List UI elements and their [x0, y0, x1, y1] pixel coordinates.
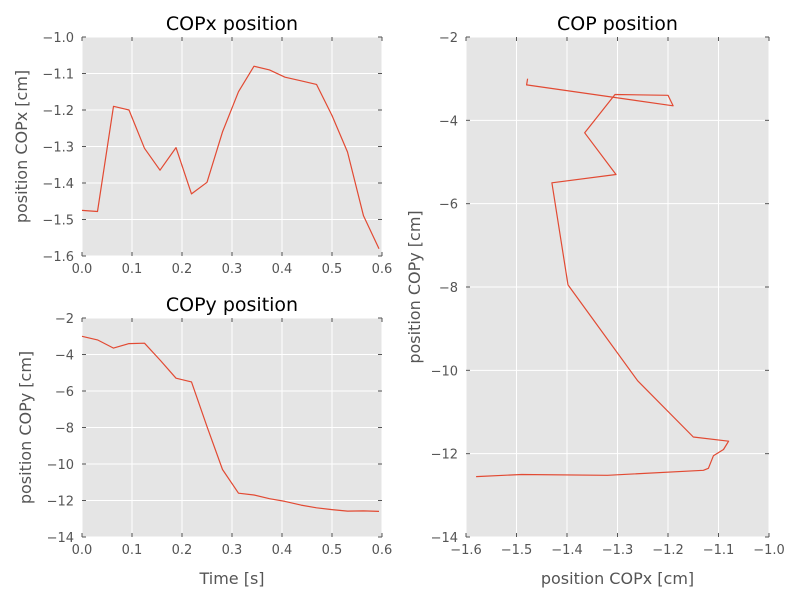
y-tick-label: −1.3 — [42, 141, 74, 156]
x-axis-label-copy: Time [s] — [198, 569, 264, 588]
x-tick-label: 0.4 — [272, 262, 293, 277]
x-tick-label: −1.4 — [551, 543, 583, 558]
series-line — [81, 65, 380, 249]
y-axis-label-copy: position COPy [cm] — [16, 351, 35, 504]
x-tick-label: −1.0 — [753, 543, 785, 558]
y-tick-label: −10 — [47, 458, 74, 473]
series-cop — [476, 78, 730, 478]
y-tick-label: −4 — [439, 114, 458, 129]
x-tick-label: 0.6 — [372, 543, 393, 558]
series-copy — [81, 335, 380, 512]
x-axis-label-cop: position COPx [cm] — [541, 569, 694, 588]
x-tick-label: 0.1 — [122, 543, 143, 558]
xtick-labels-copx: 0.0 0.1 0.2 0.3 0.4 0.5 0.6 — [72, 262, 393, 277]
y-tick-label: −14 — [431, 531, 458, 546]
chart-title-copx: COPx position — [166, 13, 298, 35]
ticks-cop — [465, 36, 770, 538]
x-tick-label: −1.3 — [602, 543, 634, 558]
y-tick-label: −2 — [55, 312, 74, 327]
y-axis-label-cop: position COPy [cm] — [405, 210, 424, 363]
x-tick-label: 0.1 — [122, 262, 143, 277]
chart-title-cop: COP position — [557, 13, 678, 35]
chart-title-copy: COPy position — [166, 294, 298, 316]
x-tick-label: 0.3 — [222, 543, 243, 558]
x-tick-label: 0.6 — [372, 262, 393, 277]
x-tick-label: 0.2 — [172, 262, 193, 277]
y-tick-label: −1.4 — [42, 177, 74, 192]
y-tick-label: −6 — [55, 385, 74, 400]
y-tick-label: −2 — [439, 31, 458, 46]
x-tick-label: −1.6 — [450, 543, 482, 558]
y-tick-label: −12 — [47, 495, 74, 510]
y-tick-label: −12 — [431, 448, 458, 463]
chart-copx: 0.0 0.1 0.2 0.3 0.4 0.5 0.6 −1.6−1.5−1.4−1.3−1… — [12, 13, 392, 277]
ticks-copy — [81, 317, 383, 538]
x-tick-label: 0.0 — [72, 262, 93, 277]
xtick-labels-cop: −1.6 −1.5 −1.4 −1.3 −1.2 −1.1 −1.0 — [450, 543, 785, 558]
ticks-copx — [81, 36, 383, 257]
xtick-labels-copy: 0.0 0.1 0.2 0.3 0.4 0.5 0.6 — [72, 543, 393, 558]
x-tick-label: 0.5 — [322, 543, 343, 558]
x-tick-label: 0.2 — [172, 543, 193, 558]
series-line — [81, 335, 380, 512]
y-tick-label: −8 — [439, 281, 458, 296]
y-tick-label: −1.1 — [42, 68, 74, 83]
chart-cop: −1.6 −1.5 −1.4 −1.3 −1.2 −1.1 −1.0 −14 −12 −10 −8… — [405, 13, 785, 588]
y-tick-label: −1.0 — [42, 31, 74, 46]
ytick-labels-copy: −14 −12 −10 −8 −6 −4 −2 — [47, 312, 74, 546]
series-copx — [81, 65, 380, 249]
x-tick-label: −1.2 — [652, 543, 684, 558]
y-tick-label: −10 — [431, 364, 458, 379]
y-tick-label: −14 — [47, 531, 74, 546]
x-tick-label: 0.3 — [222, 262, 243, 277]
ytick-labels-copx: −1.6 −1.5 −1.4 −1.3 −1.2 −1.1 −1.0 — [42, 31, 74, 265]
y-tick-label: −4 — [55, 349, 74, 364]
x-tick-label: 0.0 — [72, 543, 93, 558]
x-tick-label: −1.5 — [501, 543, 533, 558]
x-tick-label: 0.5 — [322, 262, 343, 277]
y-axis-label-copx: position COPx [cm] — [12, 70, 31, 223]
y-tick-label: −8 — [55, 422, 74, 437]
chart-copy: 0.0 0.1 0.2 0.3 0.4 0.5 0.6 −14−12−10−8−6−4−2 … — [16, 294, 392, 588]
y-tick-label: −1.6 — [42, 250, 74, 265]
ytick-labels-cop: −14 −12 −10 −8 −6 −4 −2 — [431, 31, 458, 546]
y-tick-label: −6 — [439, 198, 458, 213]
y-tick-label: −1.2 — [42, 104, 74, 119]
x-tick-label: −1.1 — [703, 543, 735, 558]
y-tick-label: −1.5 — [42, 214, 74, 229]
series-line — [476, 78, 730, 478]
x-tick-label: 0.4 — [272, 543, 293, 558]
